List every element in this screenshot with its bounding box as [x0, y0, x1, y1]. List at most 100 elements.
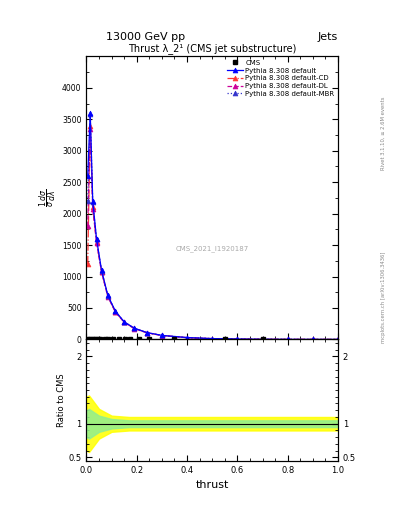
Pythia 8.308 default-MBR	[113, 308, 118, 314]
Pythia 8.308 default-CD	[94, 239, 99, 245]
Pythia 8.308 default-MBR	[105, 293, 110, 299]
Pythia 8.308 default	[145, 329, 149, 335]
Pythia 8.308 default-DL	[235, 336, 240, 342]
Title: Thrust λ_2¹ (CMS jet substructure): Thrust λ_2¹ (CMS jet substructure)	[128, 43, 296, 54]
Pythia 8.308 default	[88, 110, 93, 116]
CMS	[110, 336, 115, 343]
Line: Pythia 8.308 default-CD: Pythia 8.308 default-CD	[85, 123, 340, 342]
Pythia 8.308 default-CD	[132, 325, 137, 331]
Pythia 8.308 default-DL	[113, 309, 118, 315]
Pythia 8.308 default-CD	[88, 122, 93, 129]
Pythia 8.308 default-MBR	[260, 336, 265, 343]
CMS	[103, 336, 108, 343]
Pythia 8.308 default-CD	[185, 335, 189, 341]
CMS	[98, 336, 103, 343]
Y-axis label: Ratio to CMS: Ratio to CMS	[57, 373, 66, 427]
Pythia 8.308 default-MBR	[94, 237, 99, 243]
Pythia 8.308 default-DL	[122, 319, 127, 326]
Pythia 8.308 default-DL	[132, 326, 137, 332]
Pythia 8.308 default-MBR	[99, 267, 104, 273]
Pythia 8.308 default-MBR	[285, 336, 290, 343]
Pythia 8.308 default	[85, 173, 90, 179]
Pythia 8.308 default-DL	[160, 332, 164, 338]
CMS	[105, 336, 110, 343]
Pythia 8.308 default	[210, 335, 215, 342]
Pythia 8.308 default-CD	[145, 330, 149, 336]
CMS	[128, 336, 133, 343]
Pythia 8.308 default-DL	[185, 335, 189, 341]
CMS	[85, 336, 90, 343]
Pythia 8.308 default-MBR	[88, 111, 93, 117]
Pythia 8.308 default-MBR	[160, 332, 164, 338]
Pythia 8.308 default-MBR	[235, 336, 240, 342]
Line: CMS: CMS	[86, 337, 264, 342]
Pythia 8.308 default	[260, 336, 265, 343]
Pythia 8.308 default	[99, 267, 104, 273]
Pythia 8.308 default	[132, 325, 137, 331]
Pythia 8.308 default-DL	[99, 269, 104, 275]
CMS	[90, 336, 95, 343]
Pythia 8.308 default	[113, 308, 118, 314]
Pythia 8.308 default	[105, 292, 110, 298]
Pythia 8.308 default-CD	[113, 309, 118, 315]
Pythia 8.308 default-CD	[210, 335, 215, 342]
X-axis label: thrust: thrust	[196, 480, 229, 490]
Pythia 8.308 default-MBR	[145, 330, 149, 336]
Pythia 8.308 default-DL	[94, 240, 99, 246]
Pythia 8.308 default	[235, 336, 240, 342]
Pythia 8.308 default-MBR	[310, 336, 315, 343]
Pythia 8.308 default	[285, 336, 290, 343]
Pythia 8.308 default-MBR	[132, 325, 137, 331]
Line: Pythia 8.308 default-DL: Pythia 8.308 default-DL	[85, 126, 340, 342]
CMS	[95, 336, 100, 343]
Text: Jets: Jets	[318, 32, 338, 42]
CMS	[172, 336, 177, 343]
Pythia 8.308 default	[310, 336, 315, 343]
CMS	[88, 336, 93, 343]
Pythia 8.308 default-CD	[105, 293, 110, 300]
Text: CMS_2021_I1920187: CMS_2021_I1920187	[176, 245, 249, 252]
Pythia 8.308 default	[94, 236, 99, 242]
Pythia 8.308 default-DL	[88, 125, 93, 132]
Pythia 8.308 default-MBR	[90, 199, 95, 205]
Y-axis label: $\frac{1}{\sigma}\frac{d\sigma}{d\lambda}$: $\frac{1}{\sigma}\frac{d\sigma}{d\lambda…	[38, 189, 59, 207]
Text: mcplots.cern.ch [arXiv:1306.3436]: mcplots.cern.ch [arXiv:1306.3436]	[381, 251, 386, 343]
CMS	[123, 336, 128, 343]
Pythia 8.308 default-MBR	[85, 198, 90, 204]
Pythia 8.308 default-CD	[160, 332, 164, 338]
Pythia 8.308 default	[90, 198, 95, 204]
CMS	[117, 336, 121, 343]
Pythia 8.308 default-DL	[285, 336, 290, 343]
Pythia 8.308 default-DL	[85, 223, 90, 229]
Text: 13000 GeV pp: 13000 GeV pp	[106, 32, 185, 42]
CMS	[260, 336, 265, 343]
Pythia 8.308 default-CD	[90, 204, 95, 210]
Pythia 8.308 default-DL	[260, 336, 265, 343]
Pythia 8.308 default-MBR	[210, 335, 215, 342]
Pythia 8.308 default-DL	[310, 336, 315, 343]
Pythia 8.308 default	[336, 336, 340, 343]
Pythia 8.308 default	[185, 334, 189, 340]
CMS	[222, 336, 227, 343]
CMS	[137, 336, 141, 343]
Pythia 8.308 default-DL	[336, 336, 340, 343]
Pythia 8.308 default-CD	[99, 268, 104, 274]
Pythia 8.308 default-MBR	[185, 334, 189, 340]
Pythia 8.308 default-CD	[260, 336, 265, 343]
Pythia 8.308 default-CD	[85, 261, 90, 267]
Legend: CMS, Pythia 8.308 default, Pythia 8.308 default-CD, Pythia 8.308 default-DL, Pyt: CMS, Pythia 8.308 default, Pythia 8.308 …	[226, 58, 336, 98]
Text: Rivet 3.1.10, ≥ 2.6M events: Rivet 3.1.10, ≥ 2.6M events	[381, 96, 386, 170]
Line: Pythia 8.308 default: Pythia 8.308 default	[85, 111, 340, 342]
Pythia 8.308 default	[160, 332, 164, 338]
Pythia 8.308 default-CD	[235, 336, 240, 342]
Pythia 8.308 default	[122, 319, 127, 325]
Pythia 8.308 default-CD	[310, 336, 315, 343]
Pythia 8.308 default-MBR	[122, 319, 127, 325]
Pythia 8.308 default-DL	[145, 330, 149, 336]
Pythia 8.308 default-CD	[336, 336, 340, 343]
Pythia 8.308 default-DL	[105, 294, 110, 300]
Pythia 8.308 default-CD	[285, 336, 290, 343]
CMS	[93, 336, 97, 343]
Pythia 8.308 default-DL	[90, 205, 95, 211]
Line: Pythia 8.308 default-MBR: Pythia 8.308 default-MBR	[85, 112, 340, 342]
